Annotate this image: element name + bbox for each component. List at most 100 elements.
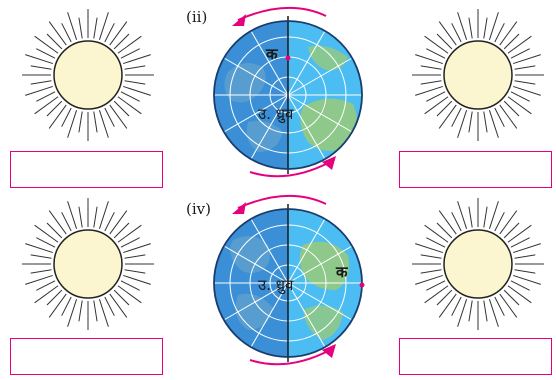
sun-ray <box>513 274 541 285</box>
sun-ray <box>104 212 115 232</box>
sun-ray <box>494 212 505 232</box>
sun-ray <box>420 65 442 70</box>
sun-ray <box>48 21 67 46</box>
sun-ray <box>420 80 442 85</box>
sun-icon-top-right <box>412 9 544 141</box>
sun-ray <box>510 237 530 248</box>
sun-ray <box>104 107 115 127</box>
sun-ray <box>113 289 130 306</box>
sun-ray <box>113 100 130 117</box>
sun-ray <box>499 210 518 235</box>
sun-ray <box>36 237 56 248</box>
sun-ray <box>488 201 499 229</box>
sun-ray <box>483 17 488 39</box>
sun-ray <box>78 206 83 228</box>
sun-ray <box>123 243 151 254</box>
meridian-line <box>250 218 289 284</box>
sun-ray <box>426 91 446 102</box>
sun-ray <box>46 289 63 306</box>
sun-ray <box>36 48 56 59</box>
sun-ray <box>25 243 53 254</box>
sun-ray <box>104 23 115 43</box>
rotation-arrow-icon-top <box>237 6 327 21</box>
sun-ray <box>93 17 98 39</box>
rotation-arrow-icon-top <box>237 195 327 209</box>
sun-ray <box>67 110 78 138</box>
sun-ray <box>438 293 457 318</box>
sun-ray <box>113 222 130 239</box>
sun-ray <box>420 254 442 259</box>
panel-label-ii: (ii) <box>186 8 208 26</box>
sun-ray <box>503 100 520 117</box>
sun-ray <box>451 23 462 43</box>
sun-ray <box>415 243 443 254</box>
sun-ray <box>494 107 505 127</box>
sun-ray <box>124 269 146 274</box>
answer-box-top-right[interactable] <box>399 151 552 188</box>
sun-ray <box>93 206 98 228</box>
sun-ray <box>61 107 72 127</box>
answer-box-bottom-right[interactable] <box>399 338 552 375</box>
sun-ray <box>93 300 98 322</box>
meridian-line <box>287 57 353 96</box>
sun-ray <box>34 224 59 243</box>
sun-ray <box>120 91 140 102</box>
sun-ray <box>30 269 52 274</box>
sun-ray <box>78 300 83 322</box>
pole-label-ii: उ. ध्रुव <box>258 105 294 124</box>
sun-ray <box>468 111 473 133</box>
sun-ray <box>513 54 541 65</box>
sun-ray <box>488 110 499 138</box>
sun-ray <box>124 65 146 70</box>
sun-ray <box>468 206 473 228</box>
answer-box-bottom-left[interactable] <box>10 338 163 375</box>
sun-ray <box>120 280 140 291</box>
marker-label-ka-ii: क <box>265 45 279 63</box>
sun-ray <box>48 210 67 235</box>
meridian-line <box>287 218 326 284</box>
meridian-line <box>223 57 289 96</box>
pole-label-iv: उ. ध्रुव <box>258 276 294 295</box>
sun-ray <box>36 91 56 102</box>
sun-ray <box>510 280 530 291</box>
sun-ray <box>507 35 532 54</box>
sun-ray <box>457 110 468 138</box>
sun-ray <box>507 224 532 243</box>
sun-ray <box>438 210 457 235</box>
meridian-line <box>250 30 289 96</box>
sun-ray <box>436 100 453 117</box>
sun-ray <box>503 289 520 306</box>
sun-ray <box>30 254 52 259</box>
sun-ray <box>48 293 67 318</box>
sun-ray <box>415 85 443 96</box>
sun-ray <box>436 289 453 306</box>
sun-ray <box>25 54 53 65</box>
sun-ray <box>109 21 128 46</box>
answer-box-top-left[interactable] <box>10 151 163 188</box>
rotation-arrow-icon-bottom <box>249 161 331 178</box>
sun-ray <box>514 80 536 85</box>
sun-ray <box>93 111 98 133</box>
meridian-line <box>223 94 289 133</box>
sun-ray <box>78 111 83 133</box>
sun-ray <box>457 12 468 40</box>
sun-ray <box>438 104 457 129</box>
sun-ray <box>488 12 499 40</box>
sun-ray <box>507 285 532 304</box>
meridian-line <box>223 245 289 284</box>
sun-icon-bottom-right <box>412 198 544 330</box>
sun-ray <box>436 222 453 239</box>
sun-ray <box>415 274 443 285</box>
sun-ray <box>120 237 140 248</box>
sun-ray <box>468 300 473 322</box>
sun-ray <box>451 212 462 232</box>
meridian-line <box>287 94 326 160</box>
meridian-line <box>287 282 326 348</box>
sun-ray <box>513 243 541 254</box>
sun-ray <box>46 33 63 50</box>
sun-ray <box>30 65 52 70</box>
sun-ray <box>514 254 536 259</box>
sun-ray <box>120 48 140 59</box>
sun-ray <box>123 274 151 285</box>
sun-ray <box>34 35 59 54</box>
